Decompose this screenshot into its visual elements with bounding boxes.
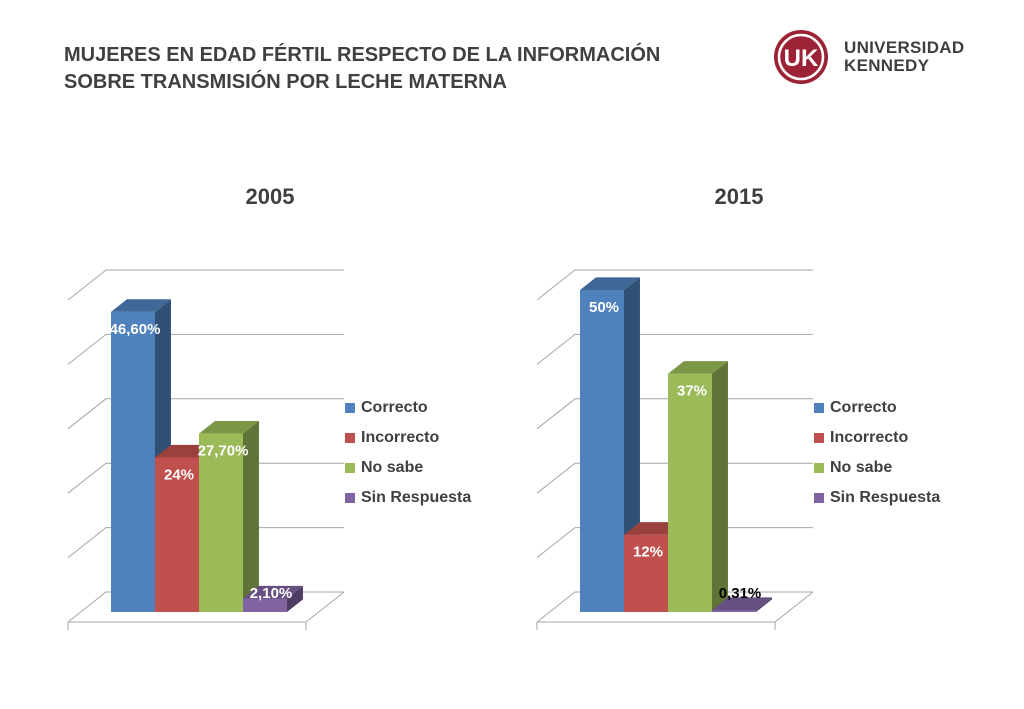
legend-label: No sabe (361, 459, 424, 476)
logo-line-1: UNIVERSIDAD (844, 38, 965, 57)
bar-top-face (111, 299, 171, 312)
legend-swatch-icon (345, 463, 355, 473)
legend-swatch-icon (345, 493, 355, 503)
legend-label: Correcto (830, 399, 897, 416)
university-logo: UK UNIVERSIDAD KENNEDY (772, 28, 972, 88)
legend-label: No sabe (830, 459, 893, 476)
legend-item: Sin Respuesta (814, 483, 940, 513)
bar-top-face (199, 421, 259, 434)
data-label: 50% (589, 299, 619, 316)
bar-front-face (243, 598, 287, 612)
chart-plot: 50% 12% 37% 0,31% (536, 269, 814, 630)
legend-label: Sin Respuesta (361, 489, 472, 506)
logo-text: UNIVERSIDAD KENNEDY (844, 39, 964, 75)
legend-swatch-icon (345, 433, 355, 443)
uk-logo-icon: UK (774, 30, 828, 84)
legend-item: Incorrecto (814, 423, 940, 453)
bar-top-face (668, 361, 728, 374)
chart-2005: 2005 46,60% 24% 27,70% 2,10% Correcto Incor… (40, 170, 500, 640)
bar-front-face (199, 433, 243, 612)
legend-label: Sin Respuesta (830, 489, 941, 506)
chart-legend: Correcto Incorrecto No sabe Sin Respuest… (345, 393, 471, 513)
title-line-1: MUJERES EN EDAD FÉRTIL RESPECTO DE LA IN… (64, 44, 661, 66)
side-wall (68, 270, 106, 622)
chart-title: 2015 (714, 184, 764, 209)
chart-title: 2005 (245, 184, 295, 209)
legend-swatch-icon (814, 433, 824, 443)
legend-item: Sin Respuesta (345, 483, 471, 513)
gridline (67, 527, 344, 558)
chart-plot: 46,60% 24%27,70% 2,10% (67, 269, 345, 630)
legend-label: Incorrecto (830, 429, 909, 446)
bar-side-face (712, 361, 728, 612)
chart-legend: Correcto Incorrecto No sabe Sin Respuest… (814, 393, 940, 513)
gridline (67, 398, 344, 430)
bar-front-face (155, 457, 199, 612)
logo-mark: UK (784, 45, 819, 72)
legend-item: No sabe (814, 453, 940, 483)
title-line-2: SOBRE TRANSMISIÓN POR LECHE MATERNA (64, 71, 507, 93)
logo-line-2: KENNEDY (844, 56, 930, 75)
data-label: 2,10% (250, 585, 293, 602)
legend-item: Correcto (345, 393, 471, 423)
legend-item: No sabe (345, 453, 471, 483)
bar-top-face (712, 597, 772, 611)
legend-swatch-icon (814, 403, 824, 413)
gridline (67, 462, 344, 494)
data-label: 27,70% (198, 443, 249, 460)
bar-front-face (111, 311, 155, 612)
legend-item: Correcto (814, 393, 940, 423)
legend-swatch-icon (345, 403, 355, 413)
bar-sin-respuesta (712, 597, 772, 612)
gridline (536, 591, 813, 623)
bar-no-sabe (668, 361, 728, 612)
data-label: 46,60% (110, 321, 161, 338)
legend-swatch-icon (814, 493, 824, 503)
bar-side-face (756, 597, 772, 612)
bar-top-face (243, 585, 303, 599)
legend-swatch-icon (814, 463, 824, 473)
gridline (67, 269, 344, 301)
gridline (536, 269, 813, 301)
bar-front-face (624, 534, 668, 612)
gridline (536, 527, 813, 558)
chart-2015: 2015 50% 12% 37% 0,31% Correcto Incorrecto … (509, 170, 969, 640)
bar-front-face (712, 610, 756, 612)
data-label: 12% (633, 544, 663, 561)
bar-top-face (580, 277, 640, 290)
gridline (536, 398, 813, 430)
gridline (67, 333, 344, 365)
gridline (536, 333, 813, 365)
legend-label: Incorrecto (361, 429, 440, 446)
bar-sin-respuesta (243, 585, 303, 612)
data-label: 37% (677, 383, 707, 400)
bar-no-sabe (199, 421, 259, 612)
bar-front-face (668, 373, 712, 612)
page-title: MUJERES EN EDAD FÉRTIL RESPECTO DE LA IN… (64, 42, 660, 96)
data-label: 0,31% (719, 585, 762, 602)
data-label: 24% (164, 466, 194, 483)
bar-front-face (580, 290, 624, 612)
legend-label: Correcto (361, 399, 428, 416)
gridline (536, 462, 813, 494)
side-wall (537, 270, 575, 622)
bar-side-face (287, 585, 303, 612)
legend-item: Incorrecto (345, 423, 471, 453)
bar-side-face (243, 421, 259, 612)
